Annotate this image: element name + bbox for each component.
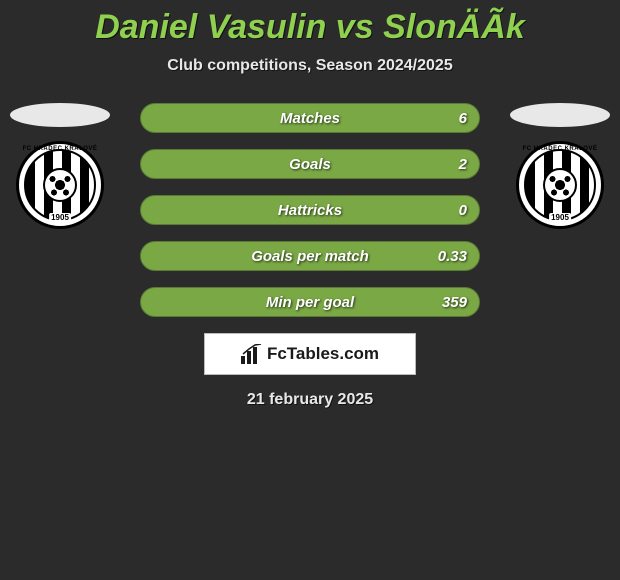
stat-label: Goals per match <box>251 248 369 265</box>
stat-value: 0 <box>459 202 467 219</box>
brand-text: FcTables.com <box>267 344 379 364</box>
stats-bars: Matches 6 Goals 2 Hattricks 0 Goals per … <box>140 103 480 317</box>
badge-stripes <box>524 149 596 221</box>
content-area: FC HRADEC KRÁLOVÉ 1905 FC HRADEC KRÁLOVÉ… <box>0 103 620 409</box>
stat-label: Min per goal <box>266 294 354 311</box>
badge-year: 1905 <box>49 213 71 222</box>
stat-value: 359 <box>442 294 467 311</box>
stat-label: Hattricks <box>278 202 342 219</box>
stat-bar: Matches 6 <box>140 103 480 133</box>
stat-value: 2 <box>459 156 467 173</box>
club-badge: FC HRADEC KRÁLOVÉ 1905 <box>16 141 104 229</box>
team-crest-left: FC HRADEC KRÁLOVÉ 1905 <box>10 103 110 229</box>
stat-value: 0.33 <box>438 248 467 265</box>
date-text: 21 february 2025 <box>0 391 620 409</box>
stat-value: 6 <box>459 110 467 127</box>
page-subtitle: Club competitions, Season 2024/2025 <box>0 57 620 75</box>
badge-arc-text: FC HRADEC KRÁLOVÉ <box>519 146 601 152</box>
stat-label: Matches <box>280 110 340 127</box>
brand-box: FcTables.com <box>204 333 416 375</box>
stat-bar: Goals per match 0.33 <box>140 241 480 271</box>
stat-bar: Min per goal 359 <box>140 287 480 317</box>
badge-year: 1905 <box>549 213 571 222</box>
badge-stripes <box>24 149 96 221</box>
soccer-ball-icon <box>43 168 77 202</box>
soccer-ball-icon <box>543 168 577 202</box>
badge-arc-text: FC HRADEC KRÁLOVÉ <box>19 146 101 152</box>
page-title: Daniel Vasulin vs SlonÄÃk <box>0 0 620 47</box>
stat-bar: Goals 2 <box>140 149 480 179</box>
crest-shadow-disc <box>510 103 610 127</box>
bar-chart-icon <box>241 344 263 364</box>
club-badge: FC HRADEC KRÁLOVÉ 1905 <box>516 141 604 229</box>
stat-bar: Hattricks 0 <box>140 195 480 225</box>
crest-shadow-disc <box>10 103 110 127</box>
team-crest-right: FC HRADEC KRÁLOVÉ 1905 <box>510 103 610 229</box>
stat-label: Goals <box>289 156 331 173</box>
